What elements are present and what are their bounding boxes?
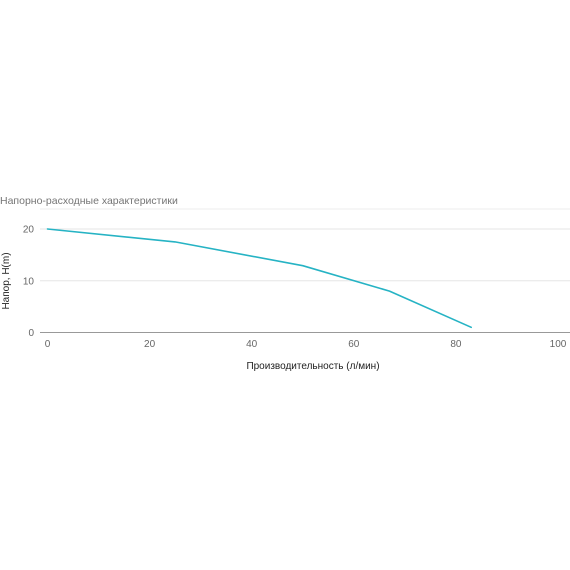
y-axis: 0 10 20 (23, 225, 35, 340)
x-tick-label: 40 (246, 339, 258, 350)
gridlines (40, 208, 570, 333)
x-axis-label: Производительность (л/мин) (246, 361, 379, 372)
y-tick-label: 10 (23, 276, 35, 287)
series-group (46, 228, 473, 329)
x-axis: 0 20 40 60 80 100 (45, 339, 567, 350)
series-line (46, 228, 473, 329)
x-tick-label: 20 (144, 339, 156, 350)
x-tick-label: 0 (45, 339, 51, 350)
x-tick-label: 60 (348, 339, 360, 350)
x-tick-label: 100 (550, 339, 567, 350)
y-tick-label: 20 (23, 225, 35, 236)
y-tick-label: 0 (28, 328, 34, 339)
chart-title: Напорно-расходные характеристики (0, 195, 178, 207)
y-axis-label: Напор, H(m) (1, 252, 12, 309)
x-tick-label: 80 (450, 339, 462, 350)
